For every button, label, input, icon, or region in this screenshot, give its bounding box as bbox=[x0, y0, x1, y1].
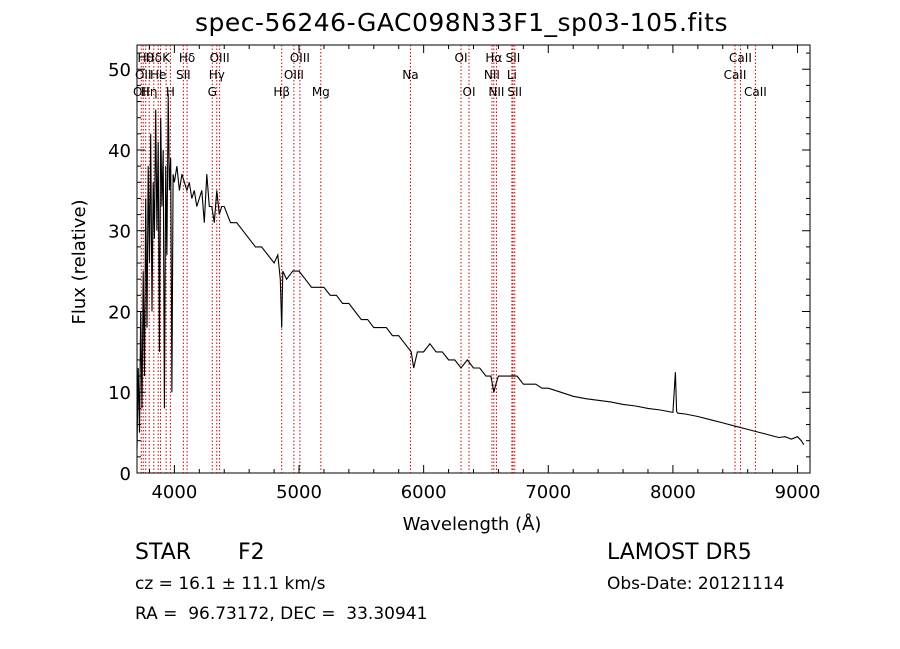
coordinates: RA = 96.73172, DEC = 33.30941 bbox=[135, 604, 428, 624]
spectral-line-labels: OIIOIIHθHηHδHeIKHSIIHδGHγOIIIHβOIIIOIIIM… bbox=[133, 51, 767, 99]
line-label-15: OIII bbox=[284, 68, 304, 82]
line-label-8: H bbox=[166, 85, 175, 99]
y-tick-label: 50 bbox=[108, 60, 131, 81]
spectral-line-markers bbox=[140, 45, 756, 473]
line-label-0: OII bbox=[133, 85, 150, 99]
line-label-13: OIII bbox=[210, 51, 230, 65]
spectrum-line bbox=[136, 93, 805, 449]
line-label-1: OII bbox=[135, 68, 152, 82]
y-tick-label: 10 bbox=[108, 383, 131, 404]
line-label-12: Hγ bbox=[209, 68, 225, 82]
x-tick-label: 5000 bbox=[276, 482, 322, 503]
line-label-27: CaII bbox=[724, 68, 747, 82]
line-label-23: NII bbox=[488, 85, 504, 99]
y-axis: 0 10 20 30 40 50 bbox=[108, 52, 810, 485]
redshift-value: cz = 16.1 ± 11.1 km/s bbox=[135, 574, 326, 594]
survey-name: LAMOST DR5 bbox=[607, 540, 752, 565]
line-label-3: Hη bbox=[141, 85, 158, 99]
line-label-18: Na bbox=[402, 68, 418, 82]
line-label-11: G bbox=[208, 85, 217, 99]
line-label-5: He bbox=[150, 68, 166, 82]
line-label-24: Li bbox=[507, 68, 517, 82]
y-tick-label: 0 bbox=[120, 464, 131, 485]
line-label-17: Mg bbox=[312, 85, 330, 99]
line-label-28: CaII bbox=[729, 51, 752, 65]
line-label-6: I bbox=[159, 68, 163, 82]
y-tick-label: 40 bbox=[108, 141, 131, 162]
line-label-16: OIII bbox=[290, 51, 310, 65]
x-axis: 4000 5000 6000 7000 8000 9000 bbox=[148, 45, 821, 503]
line-label-7: K bbox=[162, 51, 171, 65]
x-tick-label: 4000 bbox=[151, 482, 197, 503]
x-axis-label: Wavelength (Å) bbox=[403, 513, 542, 535]
y-tick-label: 30 bbox=[108, 222, 131, 243]
x-tick-label: 6000 bbox=[401, 482, 447, 503]
line-label-26: SII bbox=[507, 85, 522, 99]
x-tick-label: 9000 bbox=[775, 482, 821, 503]
x-tick-label: 8000 bbox=[650, 482, 696, 503]
line-label-20: OI bbox=[463, 85, 476, 99]
line-label-14: Hβ bbox=[273, 85, 290, 99]
line-label-9: SII bbox=[176, 68, 191, 82]
plot-frame bbox=[136, 44, 811, 474]
line-label-29: CaII bbox=[744, 85, 767, 99]
line-label-2: Hθ bbox=[138, 51, 154, 65]
line-label-10: Hδ bbox=[179, 51, 195, 65]
line-label-19: OI bbox=[455, 51, 468, 65]
line-label-25: SII bbox=[506, 51, 521, 65]
line-label-22: Hα bbox=[485, 51, 502, 65]
line-label-21: NII bbox=[484, 68, 500, 82]
x-tick-label: 7000 bbox=[525, 482, 571, 503]
chart-title: spec-56246-GAC098N33F1_sp03-105.fits bbox=[195, 8, 728, 37]
object-subclass: F2 bbox=[238, 540, 265, 565]
y-axis-label: Flux (relative) bbox=[69, 199, 90, 324]
obs-date: Obs-Date: 20121114 bbox=[607, 574, 785, 594]
line-label-4: Hδ bbox=[146, 51, 162, 65]
y-tick-label: 20 bbox=[108, 302, 131, 323]
object-class: STAR bbox=[135, 540, 192, 565]
